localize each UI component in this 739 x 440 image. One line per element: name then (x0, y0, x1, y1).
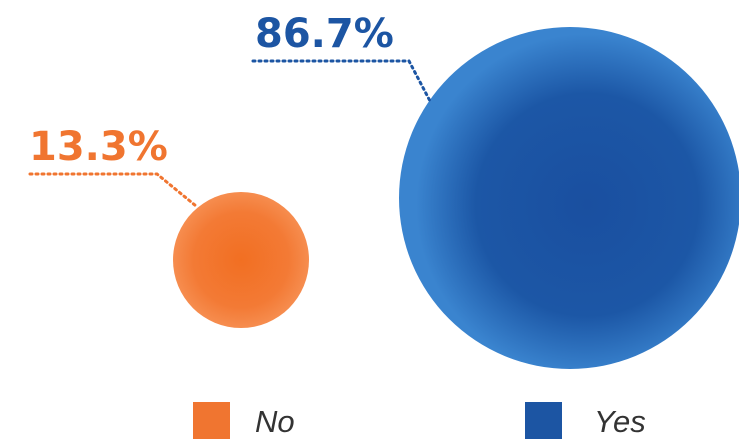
legend-swatch-yes (525, 402, 562, 439)
bubble-yes (399, 27, 739, 369)
legend: No Yes (193, 402, 646, 439)
legend-label-no: No (255, 404, 295, 439)
leader-line-yes (251, 59, 432, 103)
legend-swatch-no (193, 402, 230, 439)
leader-line-no (28, 172, 198, 208)
data-label-no: 13.3% (29, 124, 168, 170)
data-label-yes: 86.7% (255, 11, 394, 57)
legend-label-yes: Yes (594, 404, 646, 439)
bubble-no (173, 192, 309, 328)
